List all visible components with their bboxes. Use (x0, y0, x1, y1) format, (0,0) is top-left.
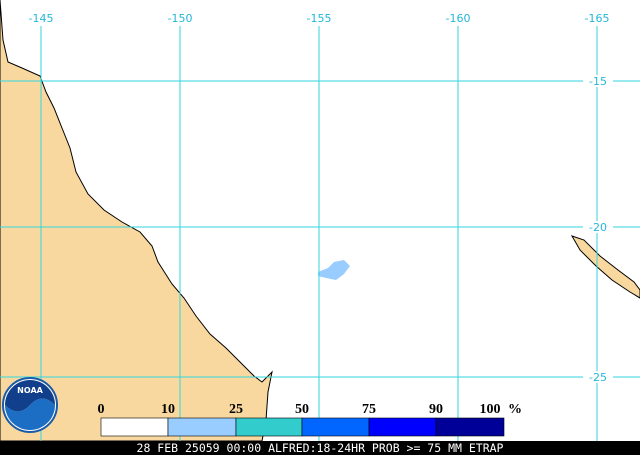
legend-label: 100 (480, 402, 501, 417)
latitude-label: -25 (589, 371, 607, 384)
color-swatch (100, 417, 169, 437)
color-swatch (435, 417, 505, 437)
color-swatch (368, 417, 437, 437)
longitude-label: -160 (446, 12, 471, 25)
probability-area (318, 260, 350, 280)
legend: 0 10 25 50 75 90 100% (98, 402, 522, 437)
longitude-label: -145 (29, 12, 54, 25)
footer-text: 28 FEB 25059 00:00 ALFRED:18-24HR PROB >… (137, 441, 504, 455)
legend-label: 10 (161, 402, 175, 417)
label-bg (583, 221, 613, 233)
longitude-label: -165 (585, 12, 610, 25)
label-bg (583, 75, 613, 87)
longitude-label: -150 (168, 12, 193, 25)
logo-sky (5, 380, 55, 412)
latitude-label: -15 (589, 75, 607, 88)
color-swatch (301, 417, 370, 437)
footer-bar (0, 441, 640, 455)
noaa-logo: NOAA (2, 377, 58, 433)
legend-label: 75 (362, 402, 376, 417)
logo-wave (5, 398, 55, 430)
latitude-label: -20 (589, 221, 607, 234)
legend-label: 50 (295, 402, 309, 417)
legend-label: 0 (98, 402, 105, 417)
australia (0, 0, 273, 442)
legend-unit: % (508, 402, 522, 417)
label-bg (583, 371, 613, 383)
legend-label: 90 (429, 402, 443, 417)
color-swatch (235, 417, 303, 437)
longitude-label: -155 (307, 12, 332, 25)
graticule: -145 -150 -155 -160 -165 -15 -20 -25 (0, 12, 640, 441)
color-swatch (167, 417, 237, 437)
legend-label: 25 (229, 402, 243, 417)
logo-text: NOAA (17, 386, 43, 395)
